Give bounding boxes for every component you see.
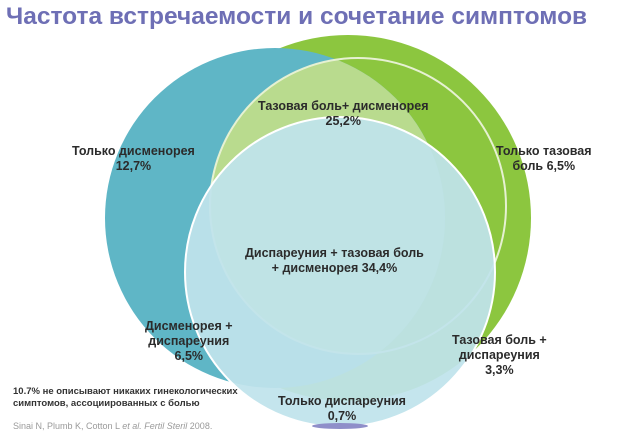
label-dyspareunia-only: Только диспареуния 0,7%	[278, 394, 406, 423]
label-pelvic-dysmenorrhea: Тазовая боль+ дисменорея 25,2%	[258, 99, 429, 128]
label-pelvic-only: Только тазовая боль 6,5%	[496, 144, 592, 173]
label-dysmenorrhea-only: Только дисменорея 12,7%	[72, 144, 195, 173]
label-all-three: Диспареуния + тазовая боль + дисменорея …	[245, 246, 424, 275]
label-dysmenorrhea-dyspareunia: Дисменорея + диспареуния 6,5%	[145, 319, 233, 363]
footnote: 10.7% не описывают никаких гинекологичес…	[13, 386, 238, 409]
reference: Sinai N, Plumb K, Cotton L et al. Fertil…	[13, 421, 213, 431]
page-title: Частота встречаемости и сочетание симпто…	[6, 3, 588, 30]
dyspareunia-only-region	[312, 423, 368, 429]
label-pelvic-dyspareunia: Тазовая боль + диспареуния 3,3%	[452, 333, 547, 377]
